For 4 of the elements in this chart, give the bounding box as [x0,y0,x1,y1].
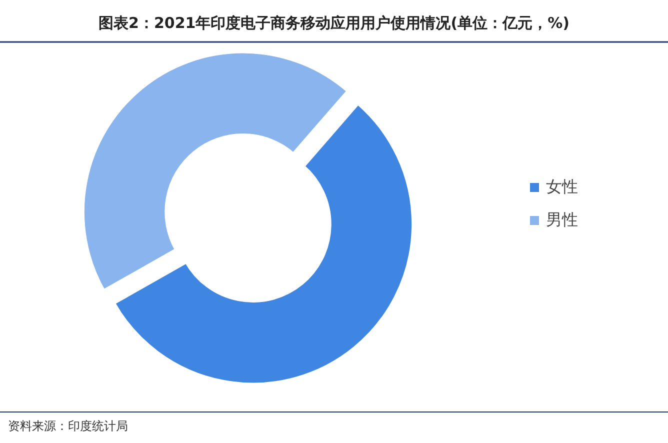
text: 资料来源：印度统计局 [8,419,128,433]
legend-label: 女性 [546,177,578,196]
chart-title: 图表2：2021年印度电子商务移动应用用户使用情况(单位：亿元，%) [98,14,570,32]
legend-label: 男性 [546,210,578,229]
